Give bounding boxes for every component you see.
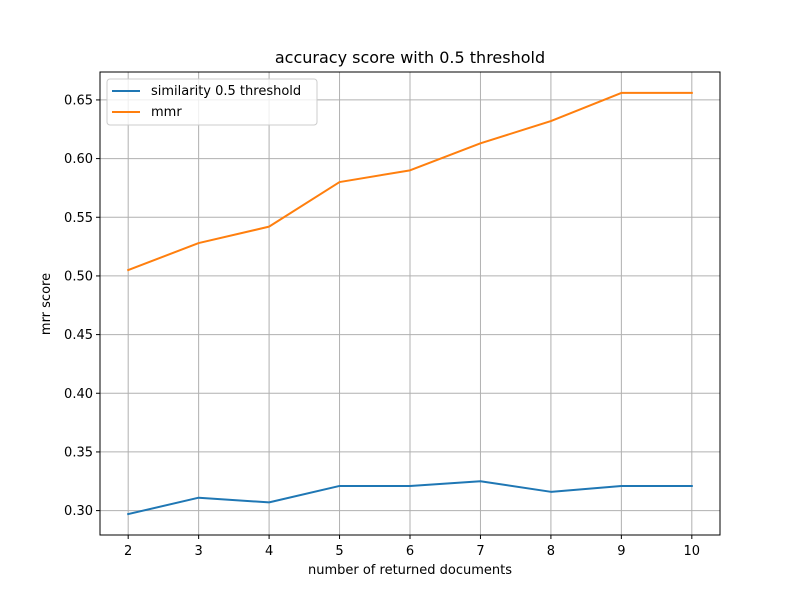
y-tick-label: 0.40 — [64, 387, 93, 402]
y-tick-label: 0.60 — [64, 152, 93, 167]
data-point-similarity — [127, 513, 129, 515]
data-point-mmr — [339, 181, 341, 183]
x-tick-label: 4 — [265, 544, 273, 559]
x-tick-label: 5 — [335, 544, 343, 559]
legend-label-mmr: mmr — [151, 105, 182, 120]
data-point-similarity — [691, 485, 693, 487]
data-point-mmr — [127, 269, 129, 271]
x-tick-label: 6 — [406, 544, 414, 559]
series-line-mmr — [126, 91, 693, 272]
data-point-similarity — [198, 497, 200, 499]
data-point-similarity — [550, 491, 552, 493]
legend: similarity 0.5 threshold mmr — [106, 78, 318, 126]
x-tick-label: 3 — [194, 544, 202, 559]
x-tick-label: 7 — [476, 544, 484, 559]
axis-ticks: 2 3 4 5 6 7 8 9 10 0.30 0.35 0.40 0.45 0.50 0.55 0.60 0.… — [64, 93, 700, 559]
series-lines — [126, 91, 693, 516]
data-point-similarity — [479, 480, 481, 482]
y-tick-label: 0.45 — [64, 328, 93, 343]
x-axis-label: number of returned documents — [308, 563, 512, 578]
y-tick-label: 0.35 — [64, 445, 93, 460]
legend-label-similarity: similarity 0.5 threshold — [151, 84, 301, 99]
chart-title: accuracy score with 0.5 threshold — [275, 48, 545, 67]
y-tick-label: 0.30 — [64, 504, 93, 519]
x-tick-label: 10 — [684, 544, 701, 559]
legend-box — [106, 78, 318, 126]
y-tick-label: 0.50 — [64, 269, 93, 284]
data-point-mmr — [268, 226, 270, 228]
x-tick-label: 8 — [547, 544, 555, 559]
data-point-mmr — [550, 120, 552, 122]
data-point-mmr — [479, 142, 481, 144]
x-tick-label: 2 — [124, 544, 132, 559]
data-point-similarity — [409, 485, 411, 487]
data-point-mmr — [198, 242, 200, 244]
x-tick-label: 9 — [617, 544, 625, 559]
grid-lines — [100, 72, 720, 535]
data-point-similarity — [268, 501, 270, 503]
y-axis-label: mrr score — [39, 273, 54, 335]
data-point-similarity — [620, 485, 622, 487]
y-tick-label: 0.55 — [64, 211, 93, 226]
y-tick-label: 0.65 — [64, 93, 93, 108]
data-point-mmr — [620, 92, 622, 94]
data-point-mmr — [691, 92, 693, 94]
series-line-similarity — [126, 480, 693, 516]
data-point-similarity — [339, 485, 341, 487]
data-point-mmr — [409, 169, 411, 171]
